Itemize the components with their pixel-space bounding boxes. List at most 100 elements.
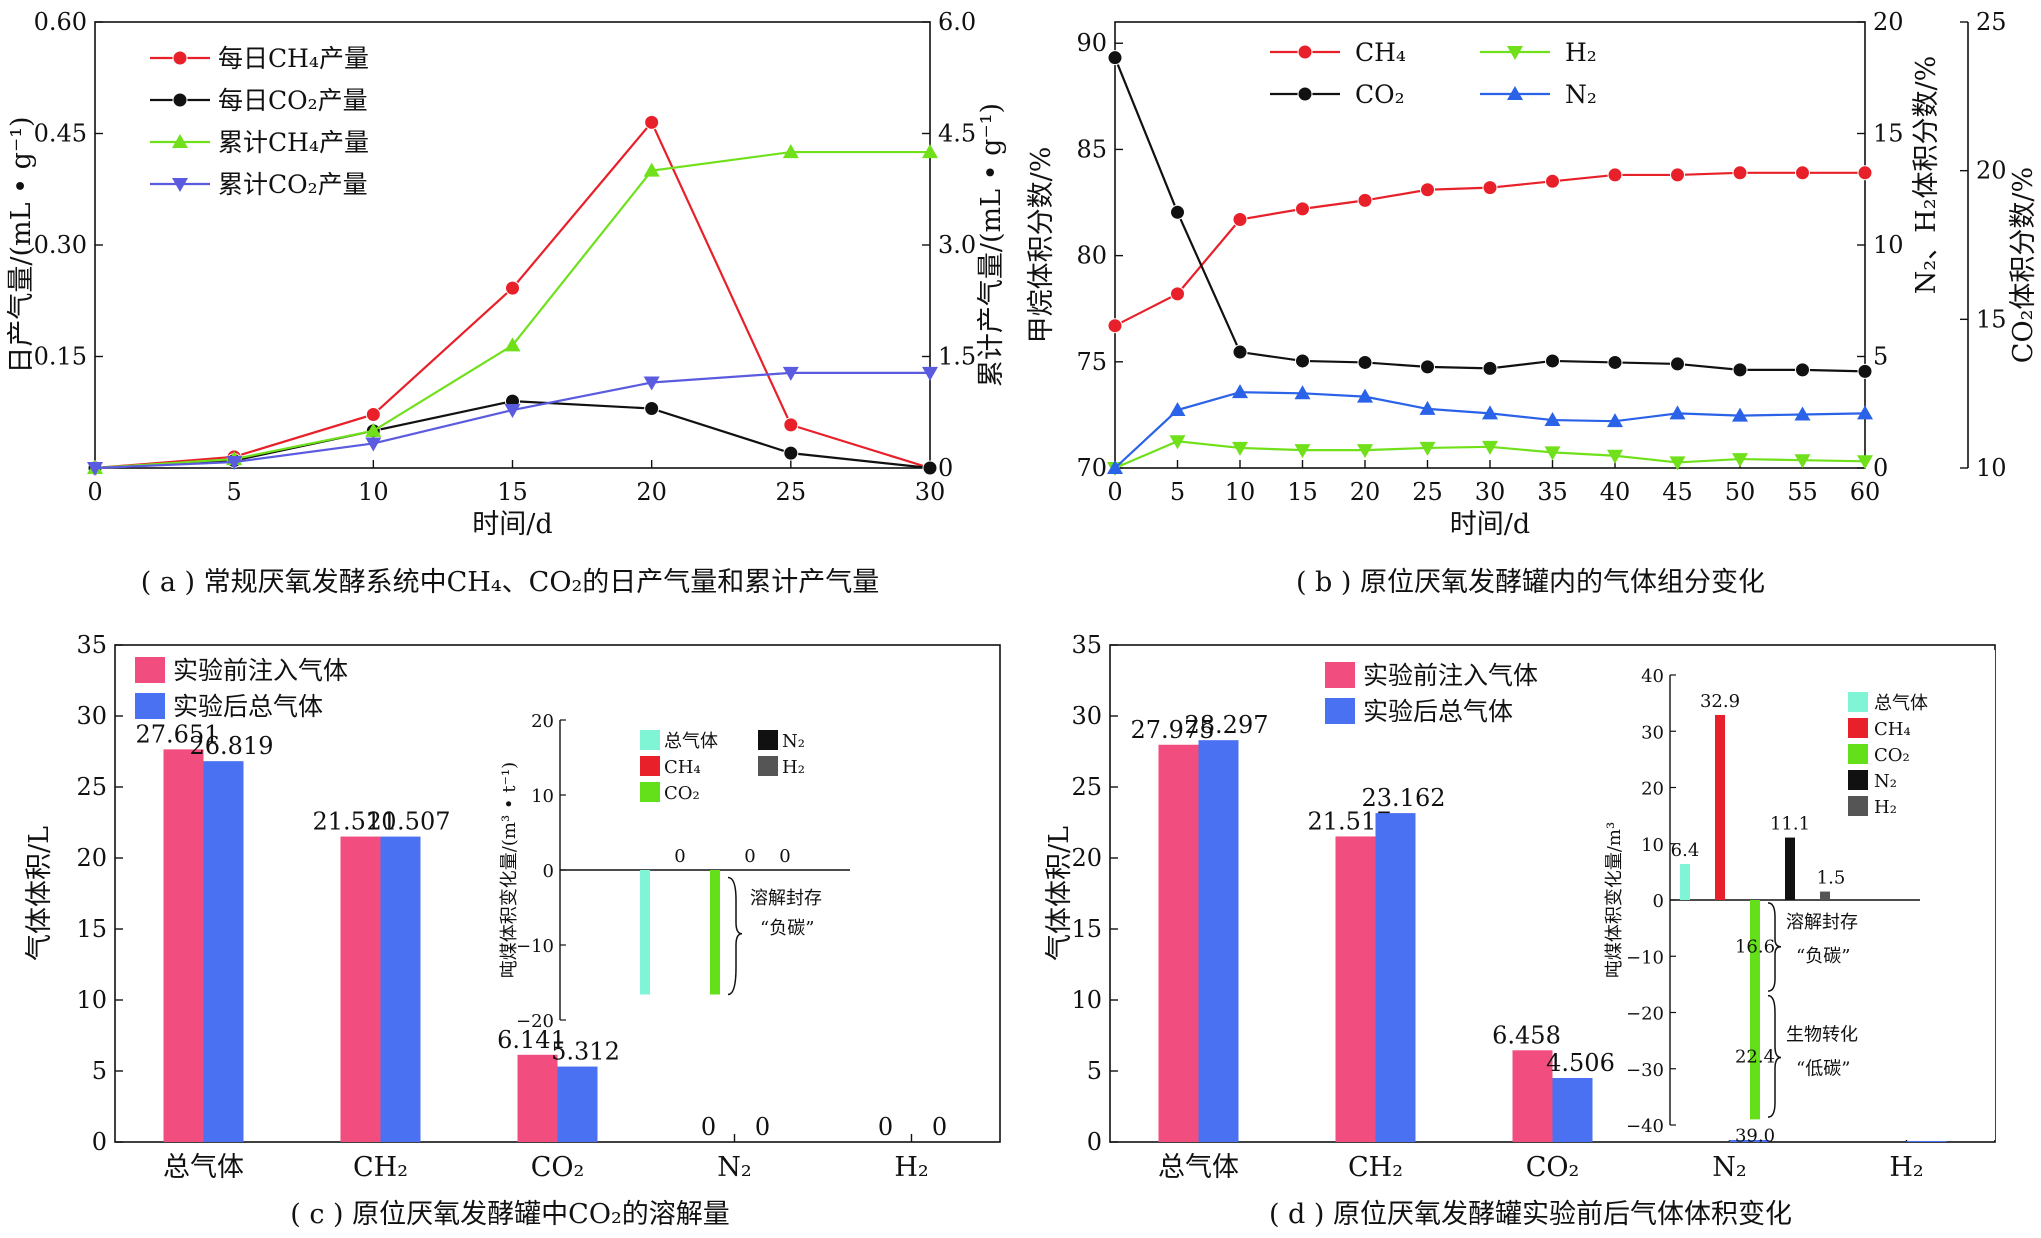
inset-legend-swatch [758, 756, 778, 776]
y-tick-label: 80 [1076, 242, 1107, 270]
caption-a: ( a ) 常规厌氧发酵系统中CH₄、CO₂的日产气量和累计产气量 [140, 567, 880, 598]
bar-value-label: 0 [755, 1113, 770, 1141]
bar [203, 761, 244, 1142]
legend-label: 实验前注入气体 [173, 656, 348, 685]
y-tick-label: 75 [1076, 348, 1107, 376]
data-point [1732, 453, 1748, 468]
data-point [1794, 454, 1811, 469]
data-point [1294, 444, 1311, 459]
data-point [922, 460, 938, 476]
x-tick-label: 25 [776, 478, 807, 506]
legend-swatch [135, 693, 165, 719]
x-tick-label: 50 [1725, 478, 1756, 506]
data-point [1232, 384, 1248, 399]
inset-y-tick-label: −30 [1626, 1060, 1664, 1081]
y2-tick-label: 0 [938, 454, 953, 482]
data-point [644, 114, 660, 130]
inset-bar-label: 6.4 [1671, 840, 1700, 861]
data-point [1482, 360, 1498, 376]
x-axis-label: 时间/d [1450, 509, 1530, 540]
bar-value-label: 23.162 [1362, 784, 1446, 812]
legend-label: N₂ [1565, 80, 1597, 109]
legend-marker [172, 92, 188, 108]
legend-marker [1507, 46, 1523, 60]
data-point [1357, 354, 1373, 370]
data-point [1420, 182, 1435, 198]
inset-legend-label: CH₄ [664, 757, 701, 778]
inset-y-tick-label: 10 [1641, 835, 1664, 856]
data-point [1482, 180, 1498, 196]
data-point [1419, 400, 1436, 415]
series-line [1113, 57, 1866, 373]
x-tick-label: CO₂ [531, 1152, 585, 1183]
legend-marker [1297, 44, 1313, 60]
inset-legend-swatch [1848, 744, 1868, 764]
y-tick-label: 15 [76, 915, 107, 943]
y2-tick-label: 1.5 [938, 343, 976, 371]
y3-axis-label: CO₂体积分数/% [2008, 167, 2039, 363]
data-point [1107, 318, 1123, 334]
inset-bar-label: 0 [744, 846, 755, 867]
data-point [504, 337, 521, 352]
inset-bar [1715, 714, 1725, 900]
data-point [365, 406, 381, 422]
bar [1198, 740, 1239, 1142]
data-point [1419, 441, 1436, 456]
chart-a: 0 5 10 15 20 25 30 0.15 0.30 0.45 0.60 0 1.5 3.0 4.5 6.… [6, 8, 1007, 540]
y3-tick-label: 20 [1976, 157, 2007, 185]
x-tick-label: 总气体 [1158, 1152, 1239, 1183]
bar [380, 836, 421, 1142]
x-tick-label: 40 [1600, 478, 1631, 506]
inset-y-tick-label: 20 [1641, 779, 1664, 800]
inset-annotation: 生物转化 [1786, 1025, 1858, 1046]
y-tick-label: 0.15 [34, 343, 87, 371]
bar [517, 1054, 558, 1142]
inset-legend-swatch [1848, 796, 1868, 816]
inset-legend-label: 总气体 [1874, 693, 1928, 714]
data-point [1357, 192, 1373, 208]
data-point [1607, 449, 1623, 464]
data-point [87, 462, 103, 476]
legend-label: H₂ [1565, 38, 1597, 67]
data-point [1232, 344, 1248, 360]
y-tick-label: 30 [1071, 702, 1102, 730]
inset-legend-swatch [758, 730, 778, 750]
panel-d: 0 5 10 15 20 25 30 35 气体体积/L 总气体 27.975 28.297 CH₂ 21… [1020, 620, 2041, 1238]
data-point [1294, 385, 1311, 400]
inset-legend-label: CO₂ [1874, 745, 1910, 766]
legend-label: 每日CH₄产量 [218, 44, 369, 73]
data-point [365, 437, 382, 452]
x-tick-label: 10 [358, 478, 389, 506]
bar-value-label: 21.510 [313, 808, 397, 836]
data-point [1232, 212, 1248, 228]
data-point [1170, 204, 1185, 220]
data-point [1732, 165, 1748, 181]
bar-value-label: 0 [878, 1113, 893, 1141]
x-tick-label: 35 [1537, 478, 1568, 506]
data-point [1669, 405, 1686, 420]
y-axis-label: 气体体积/L [24, 826, 55, 961]
inset-annotation: 溶解封存 [1786, 912, 1858, 933]
data-point [783, 445, 799, 461]
inset-y-tick-label: 20 [531, 711, 554, 732]
x-tick-label: 30 [1475, 478, 1506, 506]
inset-bar-label: 0 [779, 846, 790, 867]
legend-swatch [135, 657, 165, 683]
data-point [1607, 354, 1623, 370]
data-point [782, 366, 799, 381]
inset-annotation: “低碳” [1796, 1058, 1850, 1079]
data-point [1107, 460, 1123, 474]
y-tick-label: 15 [1071, 915, 1102, 943]
inset-y-axis-label: 吨煤体积变化量/m³ [1604, 822, 1625, 978]
inset-brace [1767, 902, 1782, 992]
x-tick-label: CH₂ [1348, 1152, 1403, 1183]
inset-y-tick-label: −10 [516, 936, 554, 957]
inset-legend-swatch [1848, 718, 1868, 738]
data-point [1670, 167, 1685, 183]
bar-value-label: 0 [701, 1113, 716, 1141]
legend-label: CO₂ [1355, 80, 1405, 109]
data-point [922, 144, 938, 159]
inset-legend-swatch [1848, 692, 1868, 712]
x-tick-label: 60 [1850, 478, 1881, 506]
plot-frame [1114, 21, 1866, 469]
